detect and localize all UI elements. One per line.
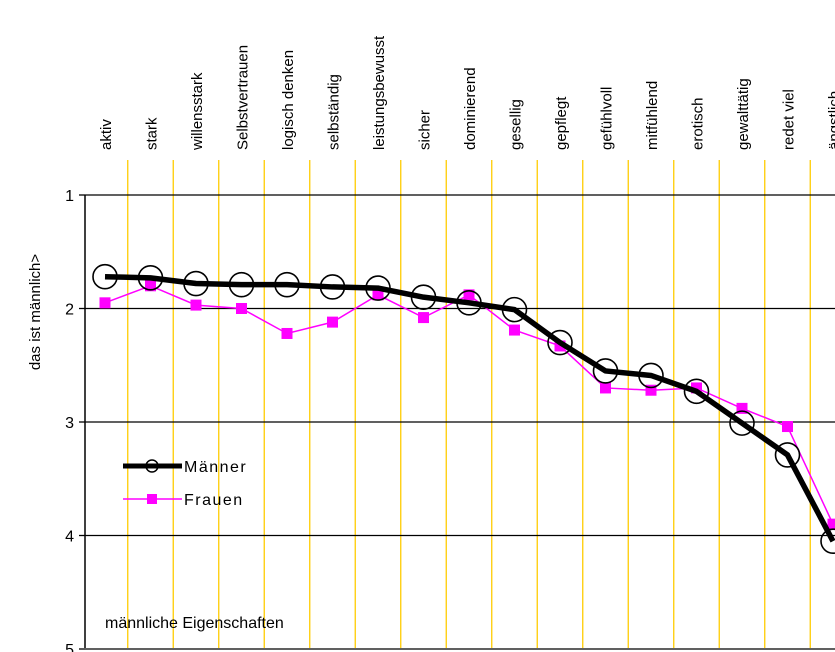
x-tick-label: stark [144, 117, 161, 150]
series-maenner-point [592, 358, 619, 384]
series-frauen-point [554, 340, 566, 352]
series-maenner-point [410, 284, 437, 310]
series-frauen-point [327, 316, 338, 328]
series-frauen-point [645, 384, 657, 396]
x-tick-label: mitfühlend [644, 81, 661, 150]
x-tick-label: redet viel [781, 89, 798, 150]
legend-frauen-label: Frauen [184, 492, 244, 509]
series-maenner-point [501, 296, 528, 323]
y-tick-label: 2 [65, 302, 74, 319]
legend: Männer Frauen [123, 459, 247, 509]
x-tick-label: leistungsbewusst [371, 35, 388, 150]
y-tick-label: 4 [65, 529, 74, 546]
x-tick-label: dominierend [462, 67, 479, 150]
series-frauen-point [782, 421, 793, 433]
series-frauen-point [145, 280, 156, 292]
series-frauen-point [691, 382, 702, 394]
series-frauen-point [99, 297, 111, 309]
series-frauen-point [190, 299, 202, 311]
series-frauen-point [372, 289, 384, 301]
series-frauen-point [600, 382, 611, 394]
series-maenner-point [137, 265, 164, 291]
x-tick-label: Selbstvertrauen [235, 45, 252, 150]
series-frauen-point [463, 289, 475, 301]
x-tick-label: selbständig [326, 74, 343, 150]
series-layer [92, 263, 835, 554]
series-maenner-point [274, 271, 300, 298]
series-maenner-point [820, 528, 835, 554]
series-maenner-point [683, 378, 710, 405]
series-frauen-point [418, 312, 429, 324]
legend-maenner-marker [145, 459, 159, 473]
series-maenner-point [319, 274, 346, 300]
series-maenner-point [774, 442, 801, 468]
series-maenner-point [638, 362, 664, 389]
x-tick-label: sicher [417, 110, 434, 150]
x-tick-label: gefühlvoll [599, 87, 616, 150]
series-maenner-point [365, 275, 391, 301]
series-frauen-point [736, 402, 748, 414]
series-maenner-point [228, 271, 255, 298]
x-tick-label: aktiv [98, 119, 115, 150]
series-maenner-point [456, 290, 482, 316]
legend-maenner-label: Männer [184, 459, 247, 476]
x-tick-label: gewalttätig [735, 78, 752, 150]
series-maenner-line [104, 273, 835, 543]
series-maenner-point [92, 263, 118, 290]
x-tick-label: gepflegt [553, 96, 570, 150]
series-maenner-point [729, 410, 755, 436]
y-tick-label: 5 [65, 642, 74, 652]
legend-frauen-marker [147, 494, 157, 504]
horizontal-gridlines [79, 194, 835, 650]
x-tick-label: ängstlich [826, 91, 835, 150]
y-tick-label: 1 [65, 188, 74, 205]
chart-annotation: männliche Eigenschaften [105, 615, 284, 632]
series-frauen-point [281, 327, 293, 339]
x-tick-labels: aktiv stark willensstark Selbstvertrauen log… [98, 35, 835, 151]
x-tick-label: willensstark [189, 72, 206, 151]
series-frauen-line [104, 284, 834, 525]
series-frauen-point [236, 303, 247, 314]
y-tick-labels: 1 2 3 4 5 [65, 188, 74, 652]
series-frauen-point [509, 324, 520, 336]
y-axis-label: das ist männlich> [27, 254, 44, 371]
series-maenner-point [183, 270, 209, 297]
x-tick-label: logisch denken [280, 50, 297, 150]
vertical-gridlines [127, 160, 811, 648]
series-frauen-point [827, 518, 835, 530]
y-tick-label: 3 [65, 415, 74, 432]
x-tick-label: gesellig [508, 99, 525, 150]
x-tick-label: erotisch [690, 97, 707, 150]
series-maenner-point [547, 329, 573, 356]
